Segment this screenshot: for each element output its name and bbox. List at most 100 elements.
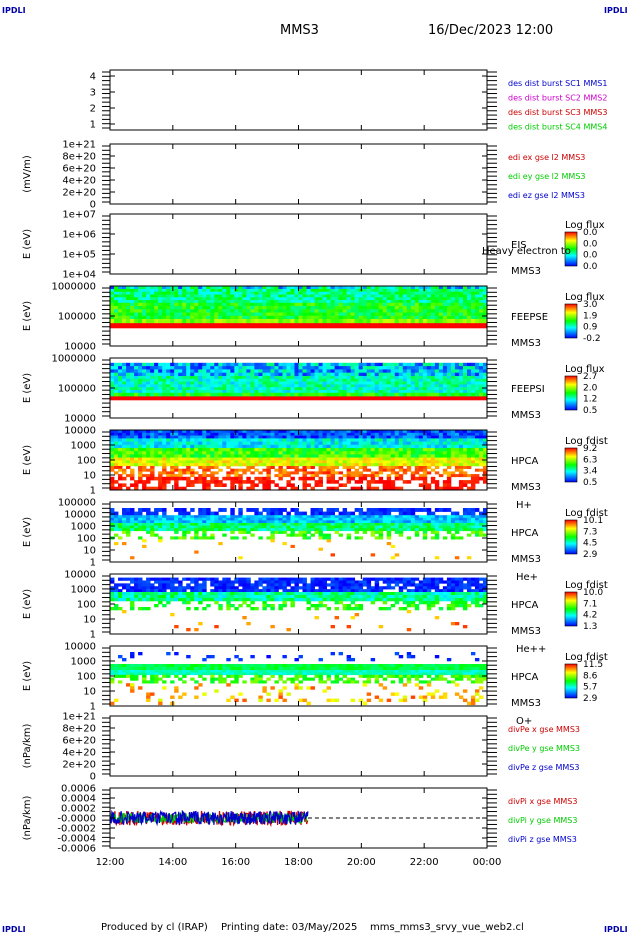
cell-feeps_e-0 [222, 286, 227, 290]
cell-feeps_e-4 [294, 325, 299, 329]
cell-hpca_h-5 [206, 480, 211, 484]
cell-hpca_h-1 [422, 441, 428, 446]
cell-hpca_he-2 [158, 523, 163, 526]
cell-hpca_he-2 [222, 528, 227, 532]
cell-hpca_h-5 [330, 480, 335, 484]
cell-hpca_he-2 [230, 523, 235, 526]
cell-feeps_i-0 [250, 372, 255, 377]
cell-feeps_i-1 [162, 384, 167, 388]
cell-hpca_h-1 [342, 444, 348, 449]
cell-feeps_i-1 [398, 390, 404, 394]
cell-hpca_he-0 [254, 511, 259, 516]
cell-feeps_i-0 [218, 362, 223, 367]
cell-feeps_e-1 [466, 300, 472, 304]
cell-feeps_e-1 [110, 297, 115, 301]
cell-hpca_h-2 [150, 451, 155, 455]
cell-feeps_i-1 [138, 390, 143, 394]
cell-feeps_i-0 [150, 366, 155, 370]
cell-hpca_he-1 [118, 515, 123, 519]
cell-feeps_i-0 [466, 372, 472, 377]
cell-hpca_h-0 [346, 435, 352, 439]
cell-hpca_h-2 [194, 448, 199, 452]
cell-hpca_he-2 [306, 525, 311, 529]
cell-hpca_h-1 [114, 441, 119, 446]
cell-hpca_h-5 [390, 480, 396, 484]
cell-feeps_i-0 [402, 362, 408, 367]
cell-hpca_h-2 [394, 454, 400, 458]
cell-feeps_e-2 [366, 306, 372, 310]
cell-feeps_i-1 [430, 390, 436, 394]
cell-feeps_i-1 [154, 378, 159, 382]
cell-feeps_i-1 [202, 384, 207, 388]
cell-hpca_h-3 [306, 457, 311, 461]
cell-feeps_i-0 [458, 372, 464, 377]
cell-feeps_i-1 [270, 384, 275, 388]
cell-feeps_i-0 [342, 372, 348, 377]
cell-hpca_h-0 [282, 432, 287, 436]
cell-feeps_i-1 [350, 390, 356, 394]
cell-feeps_e-1 [370, 300, 376, 304]
cell-feeps_e-1 [166, 300, 171, 304]
cell-hpca_h-3 [146, 457, 151, 461]
cell-feeps_e-1 [370, 289, 376, 293]
cell-hpca_h-1 [358, 444, 364, 449]
cell-feeps_e-1 [110, 300, 115, 304]
cell-feeps_e-1 [222, 291, 227, 295]
cell-feeps_e-3 [426, 319, 432, 324]
cell-hpca_he-2 [430, 523, 436, 526]
cell-hpca_h-2 [218, 454, 223, 458]
cell-hpca_h-1 [246, 441, 251, 446]
cell-feeps_i-1 [150, 387, 155, 391]
cell-feeps_i-0 [318, 369, 323, 373]
ytick-label: 1 [90, 486, 96, 497]
cell-feeps_e-1 [458, 297, 464, 301]
cell-feeps_e-4 [478, 325, 484, 329]
cell-feeps_e-4 [370, 323, 376, 326]
cell-feeps_i-0 [178, 366, 183, 370]
cell-hpca_h-2 [242, 451, 247, 455]
cell-feeps_e-4 [414, 325, 420, 329]
cell-hpca_he-2 [262, 523, 267, 526]
cell-feeps_i-1 [398, 384, 404, 388]
cell-hpca_he-2 [338, 525, 344, 529]
cell-feeps_i-0 [262, 362, 267, 367]
cell-hpca_he-2 [250, 523, 255, 526]
cell-hpca_he-1 [238, 517, 243, 521]
cell-feeps_e-2 [478, 302, 484, 307]
cell-feeps_i-0 [466, 362, 472, 367]
cell-feeps_i-0 [274, 369, 279, 373]
cell-feeps_e-4 [242, 323, 247, 326]
cell-feeps_e-4 [366, 323, 372, 326]
cell-feeps_e-2 [434, 309, 440, 313]
cell-hpca_h-1 [322, 444, 327, 449]
cell-hpca_he-0 [178, 511, 183, 516]
cell-hpca_h-1 [182, 438, 187, 442]
cell-feeps_e-1 [114, 300, 119, 304]
cell-hpca_h-1 [214, 441, 219, 446]
cell-hpca_h-4 [386, 474, 392, 478]
ytick-label: 100 [77, 456, 96, 467]
cell-hpca_h-5 [202, 480, 207, 484]
cell-feeps_e-4 [246, 325, 251, 329]
cell-feeps_e-2 [418, 302, 424, 307]
cell-hpca_h-2 [150, 448, 155, 452]
cell-hpca_he-0 [230, 508, 235, 512]
cell-feeps_e-2 [250, 315, 255, 320]
cell-hpca_he-0 [330, 511, 335, 516]
cell-feeps_e-1 [142, 294, 147, 298]
cell-feeps_e-2 [390, 312, 396, 317]
cell-feeps_i-1 [302, 384, 307, 388]
cell-feeps_e-4 [470, 323, 476, 326]
cell-hpca_h-4 [310, 471, 315, 475]
cell-feeps_e-1 [478, 291, 484, 295]
cell-feeps_e-0 [366, 286, 372, 290]
cell-hpca_h-1 [198, 444, 203, 449]
ytick-label: 1000000 [51, 282, 96, 293]
cell-hpca_h-1 [370, 441, 376, 446]
cell-hpca_he-2 [338, 523, 344, 526]
cell-hpca_h-3 [470, 460, 476, 464]
cell-feeps_i-0 [386, 366, 392, 370]
cell-feeps_i-0 [438, 372, 444, 377]
cell-feeps_e-4 [202, 323, 207, 326]
cell-feeps_e-0 [150, 286, 155, 290]
